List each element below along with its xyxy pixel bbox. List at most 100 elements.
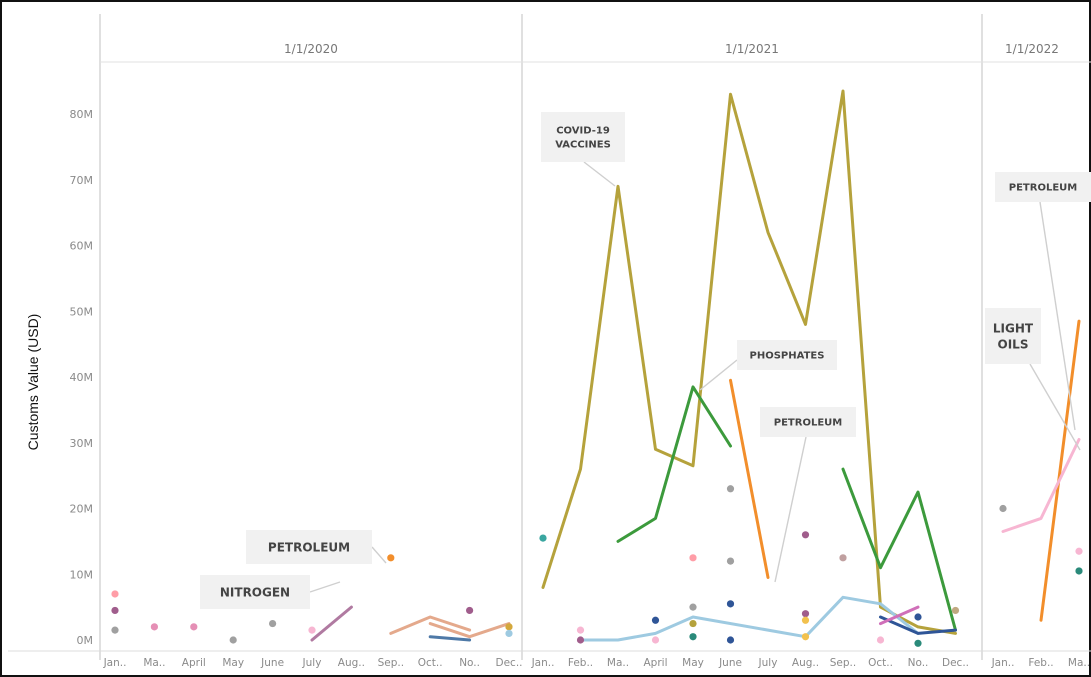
scatter-points (111, 485, 1083, 647)
x-tick-label: April (644, 657, 668, 669)
x-tick-label: Sep.. (378, 657, 404, 669)
data-point (914, 639, 922, 647)
x-axis-month-labels: Jan.. Ma.. April May June July Aug.. Sep.. Oct..… (103, 657, 1091, 669)
data-point (914, 613, 922, 621)
data-point (269, 619, 277, 628)
data-point (111, 590, 119, 598)
data-point (726, 636, 735, 644)
x-tick-label: June (718, 657, 742, 669)
y-tick-label: 80M (70, 108, 94, 121)
y-axis-label: Customs Value (USD) (25, 314, 41, 451)
series-line (1039, 319, 1081, 622)
data-point (689, 619, 697, 628)
annotation: PHOSPHATES (699, 340, 837, 391)
annotation-leader (1039, 201, 1076, 431)
data-point (801, 610, 810, 618)
x-tick-label: June (260, 657, 284, 669)
annotation-leader (309, 581, 341, 593)
data-point (576, 636, 585, 644)
annotation-leader (371, 546, 387, 564)
annotation-box (985, 308, 1041, 364)
annotation: PETROLEUM (995, 172, 1091, 431)
data-point (150, 623, 158, 631)
series-line (1001, 438, 1081, 533)
annotation-box (246, 530, 372, 564)
y-tick-label: 20M (70, 503, 94, 516)
x-tick-label: No.. (459, 657, 480, 669)
data-point (801, 633, 810, 641)
data-point (466, 606, 474, 615)
x-tick-label: May (682, 657, 704, 669)
data-point (1075, 547, 1083, 555)
x-tick-label: Feb.. (568, 657, 593, 669)
series-line (310, 605, 353, 642)
data-point (539, 534, 547, 542)
x-tick-label: Oct.. (868, 657, 893, 669)
x-tick-label: Feb.. (1028, 657, 1053, 669)
data-point (689, 554, 697, 562)
x-tick-label: Sep.. (830, 657, 856, 669)
annotation-label: VACCINES (555, 140, 611, 151)
y-axis-ticks: 0M 10M 20M 30M 40M 50M 60M 70M 80M (70, 108, 94, 647)
annotation-leader (583, 161, 616, 187)
x-tick-label: July (302, 657, 322, 669)
panel-dividers (8, 14, 1091, 660)
x-tick-label: Ma.. (1068, 657, 1090, 669)
y-tick-label: 50M (70, 305, 94, 318)
annotation-label: PHOSPHATES (750, 351, 825, 362)
data-point (505, 629, 513, 638)
data-point (726, 557, 735, 565)
annotation: PETROLEUM (246, 530, 387, 564)
annotation-leader (774, 436, 807, 583)
x-tick-label: May (222, 657, 244, 669)
data-point (801, 531, 810, 539)
data-point (839, 554, 847, 562)
annotation-label: PETROLEUM (268, 540, 350, 554)
x-tick-label: Aug.. (338, 657, 365, 669)
annotation-label: NITROGEN (220, 585, 290, 599)
annotation-label: LIGHT (993, 321, 1034, 335)
annotation-leader (699, 359, 738, 391)
y-tick-label: 10M (70, 568, 94, 581)
annotation-label: OILS (998, 337, 1029, 351)
panel-year-label: 1/1/2021 (725, 42, 779, 56)
annotation-label: PETROLEUM (774, 418, 843, 429)
data-point (689, 603, 697, 611)
annotation-label: COVID-19 (556, 126, 610, 137)
data-point (726, 485, 735, 493)
y-tick-label: 40M (70, 371, 94, 384)
x-tick-label: Ma.. (607, 657, 629, 669)
annotation-box (541, 112, 625, 162)
x-tick-label: Jan.. (103, 657, 127, 669)
panel-headers: 1/1/2020 1/1/2021 1/1/2022 (284, 42, 1059, 56)
x-tick-label: Dec.. (942, 657, 969, 669)
data-point (876, 636, 885, 644)
panel-year-label: 1/1/2022 (1005, 42, 1059, 56)
annotation: PETROLEUM (760, 407, 856, 583)
data-point (505, 623, 513, 631)
series-line (879, 605, 920, 626)
data-point (1075, 567, 1083, 575)
annotation: LIGHT OILS (985, 308, 1081, 451)
x-tick-label: Dec.. (496, 657, 523, 669)
data-point (651, 636, 660, 644)
data-point (111, 606, 119, 615)
series-line (579, 595, 920, 642)
annotation: COVID-19 VACCINES (541, 112, 625, 187)
y-tick-label: 0M (77, 634, 94, 647)
data-point (576, 626, 585, 634)
y-tick-label: 70M (70, 174, 94, 187)
data-point (999, 504, 1007, 513)
annotation: NITROGEN (200, 575, 341, 609)
data-point (229, 636, 237, 644)
x-tick-label: Aug.. (792, 657, 819, 669)
x-tick-label: April (182, 657, 206, 669)
series-lines (310, 89, 1081, 642)
x-tick-label: July (758, 657, 778, 669)
series-line (841, 467, 957, 632)
data-point (308, 626, 316, 634)
data-point (801, 616, 810, 624)
x-tick-label: Jan.. (991, 657, 1015, 669)
annotation-box (200, 575, 310, 609)
